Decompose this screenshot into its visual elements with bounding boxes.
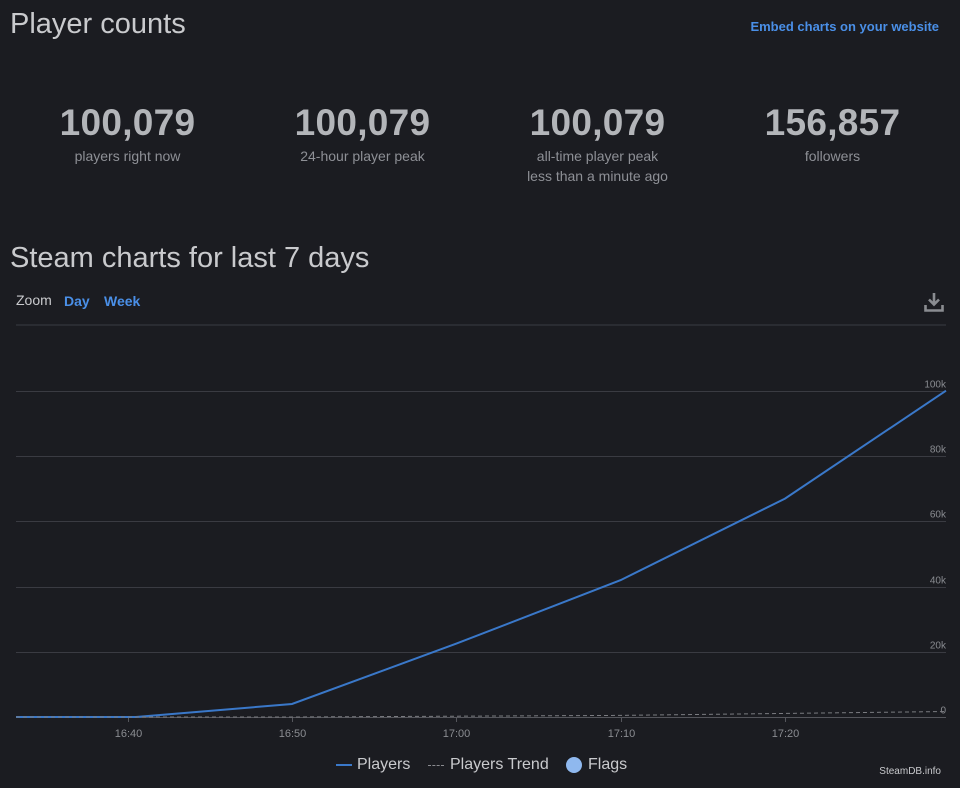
stat-24h-peak: 100,079 24-hour player peak [245, 100, 480, 166]
stat-label: players right now [74, 148, 181, 164]
embed-charts-link[interactable]: Embed charts on your website [750, 19, 939, 34]
legend-trend-label: Players Trend [450, 756, 549, 773]
stat-players-now: 100,079 players right now [10, 100, 245, 166]
steamdb-credit: SteamDB.info [879, 766, 941, 777]
player-chart: 0 20k 40k 60k 80k 100k 16:40 16:50 17:00 17:10 17… [16, 324, 947, 740]
legend-players[interactable]: Players [336, 756, 410, 774]
stat-label: followers [804, 148, 861, 164]
stat-alltime-peak: 100,079 all-time player peak less than a… [480, 100, 715, 186]
download-icon[interactable] [922, 290, 946, 314]
y-tick-label: 20k [930, 641, 947, 652]
y-tick-label: 80k [930, 445, 947, 456]
stat-followers: 156,857 followers [715, 100, 950, 166]
legend-flags[interactable]: Flags [566, 756, 627, 774]
zoom-day-button[interactable]: Day [64, 293, 90, 309]
players-series-line [16, 389, 947, 718]
legend-flags-label: Flags [588, 756, 628, 773]
chart-legend: Players Players Trend Flags [0, 756, 960, 780]
y-tick-label: 0 [940, 706, 946, 717]
x-tick-label: 17:00 [443, 728, 471, 740]
zoom-week-button[interactable]: Week [104, 293, 141, 309]
stat-value: 100,079 [294, 102, 431, 143]
chart-section-title: Steam charts for last 7 days [10, 242, 370, 274]
zoom-label: Zoom [16, 292, 52, 308]
stat-label: all-time player peak [536, 148, 659, 164]
stat-label: 24-hour player peak [300, 148, 425, 164]
legend-players-label: Players [357, 756, 411, 773]
stats-row: 100,079 players right now 100,079 24-hou… [10, 100, 950, 200]
stat-value: 156,857 [764, 102, 901, 143]
x-tick-label: 17:20 [772, 728, 800, 740]
page-title: Player counts [10, 8, 186, 40]
legend-trend-swatch [428, 764, 444, 766]
y-tick-label: 100k [924, 380, 947, 391]
legend-players-trend[interactable]: Players Trend [428, 756, 549, 774]
x-tick-label: 16:40 [115, 728, 143, 740]
legend-players-swatch [336, 764, 352, 766]
stat-value: 100,079 [529, 102, 666, 143]
x-tick-label: 17:10 [608, 728, 636, 740]
flags-dot-icon [566, 757, 582, 773]
stat-sublabel: less than a minute ago [527, 168, 668, 184]
stat-value: 100,079 [59, 102, 196, 143]
y-tick-label: 60k [930, 510, 947, 521]
x-tick-label: 16:50 [279, 728, 307, 740]
y-tick-label: 40k [930, 576, 947, 587]
